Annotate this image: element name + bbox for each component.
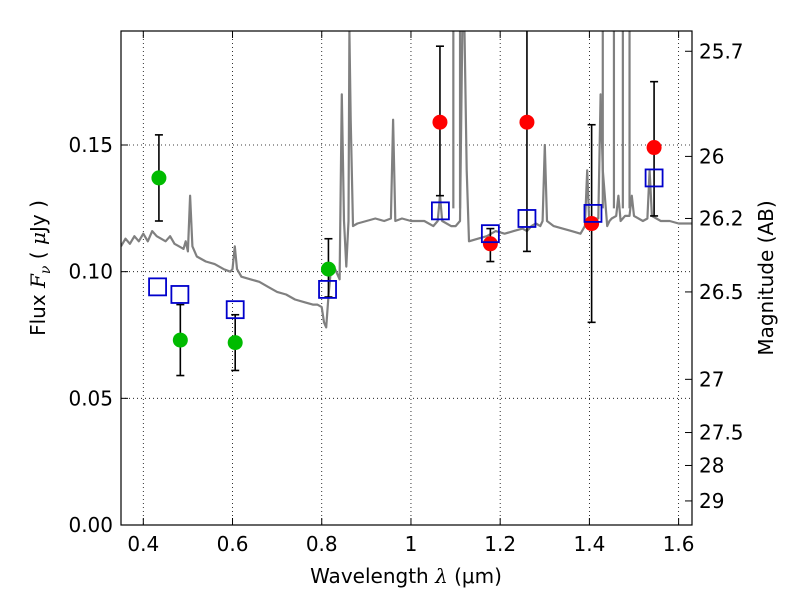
x-axis-title: Wavelength λ (μm) (310, 564, 502, 588)
x-tick-label: 1.6 (663, 532, 695, 556)
model-square (225, 300, 245, 320)
y2-tick-label: 26.2 (699, 206, 744, 230)
y2-tick-label: 27.5 (699, 421, 744, 445)
flux-point (482, 236, 498, 252)
data-point (432, 45, 448, 197)
y2-tick-label: 28 (699, 453, 724, 477)
grid-lines (121, 31, 692, 525)
y2-tick-label: 27 (699, 367, 724, 391)
y2-tick-label: 26 (699, 144, 724, 168)
axes-frame (120, 30, 693, 526)
data-point (646, 80, 662, 217)
flux-point (151, 170, 167, 186)
data-point (320, 237, 336, 298)
model-square (170, 285, 190, 304)
x-tick-label: 1.4 (573, 532, 605, 556)
data-point (482, 227, 498, 263)
flux-point (584, 216, 600, 232)
x-axis: 0.4 0.6 0.8 1 1.2 1.4 1.6 (127, 31, 695, 556)
data-point (519, 31, 535, 253)
y2-axis-title: Magnitude (AB) (754, 200, 778, 355)
data-point (227, 313, 243, 372)
model-square (517, 209, 537, 228)
plot-area (121, 31, 692, 377)
y-tick-label: 0.00 (68, 513, 113, 537)
spectrum-line (121, 31, 692, 329)
flux-point (172, 332, 188, 348)
y2-axis: 25.7 26 26.2 26.5 27 27.5 28 29 (685, 39, 744, 513)
y2-tick-label: 29 (699, 489, 724, 513)
data-point (151, 134, 167, 222)
flux-point (646, 140, 662, 156)
y-axis-title: Flux Fν ( μJy ) (26, 200, 54, 336)
data-point (584, 123, 600, 324)
flux-point (432, 114, 448, 130)
y-tick-label: 0.05 (68, 386, 113, 410)
y2-tick-label: 26.5 (699, 280, 744, 304)
x-tick-label: 1.2 (484, 532, 516, 556)
y-axis: 0.00 0.05 0.10 0.15 (68, 133, 128, 537)
model-square (318, 279, 337, 299)
x-tick-label: 0.4 (127, 532, 159, 556)
x-tick-label: 1 (405, 532, 418, 556)
model-square (480, 224, 500, 244)
flux-point (519, 114, 535, 130)
y-tick-label: 0.15 (68, 133, 113, 157)
y-tick-label: 0.10 (68, 260, 113, 284)
x-tick-label: 0.6 (217, 532, 249, 556)
y2-tick-label: 25.7 (699, 39, 744, 63)
model-square (644, 168, 664, 188)
data-point (172, 303, 188, 377)
flux-point (320, 261, 336, 277)
model-square (148, 277, 167, 297)
model-square (431, 201, 450, 221)
model-square (583, 203, 603, 223)
flux-point (227, 335, 243, 351)
x-tick-label: 0.8 (306, 532, 338, 556)
